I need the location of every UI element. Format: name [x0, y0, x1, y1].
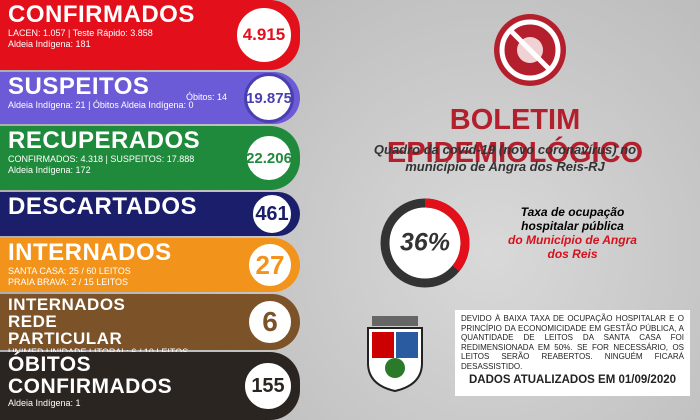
- crest: [367, 316, 423, 393]
- panel-line: Aldeia Indígena: 172: [8, 165, 91, 175]
- panel-title: ÓBITOS CONFIRMADOS: [8, 353, 173, 398]
- panel-total: 155: [242, 360, 294, 412]
- panel-title: RECUPERADOS: [8, 127, 201, 154]
- gauge-arc: [424, 198, 470, 272]
- panel-total: 19.875: [244, 73, 294, 123]
- panel-total: 6: [246, 298, 294, 346]
- panel: SUSPEITOS Óbitos: 14 Aldeia Indígena: 21 |…: [0, 72, 300, 124]
- notice-text: DEVIDO À BAIXA TAXA DE OCUPAÇÃO HOSPITAL…: [461, 314, 684, 371]
- panel-line: Aldeia Indígena: 21 | Óbitos Aldeia Indí…: [8, 100, 194, 110]
- gauge: 36%: [380, 198, 470, 288]
- panel-line: Aldeia Indígena: 181: [8, 39, 91, 49]
- place: do Município de Angra dos Reis: [508, 233, 637, 261]
- panel-title: SUSPEITOS: [8, 73, 150, 100]
- panel-side: Óbitos: 14: [186, 92, 228, 102]
- gauge-label: 36%: [400, 229, 450, 257]
- panel: CONFIRMADOS LACEN: 1.057 | Teste Rápido: …: [0, 0, 300, 70]
- panel-total: 22.206: [244, 133, 294, 183]
- panel-line: PRAIA BRAVA: 2 / 15 LEITOS: [8, 277, 129, 287]
- panel-total: 4.915: [234, 5, 294, 65]
- title: BOLETIM EPIDEMIOLÓGICO: [386, 104, 644, 169]
- panel: RECUPERADOS CONFIRMADOS: 4.318 | SUSPEITO…: [0, 126, 300, 190]
- panel-title: INTERNADOS: [8, 239, 172, 266]
- panel-total: 461: [250, 192, 294, 236]
- subtitle: Quadro da covid-19 (novo coronavírus) no…: [373, 142, 637, 174]
- panel-line: CONFIRMADOS: 4.318 | SUSPEITOS: 17.888: [8, 154, 195, 164]
- panel-title: CONFIRMADOS: [8, 1, 195, 28]
- panel-line: Aldeia Indígena: 1: [8, 398, 81, 408]
- panel-title: INTERNADOS REDE PARTICULAR: [8, 295, 126, 348]
- panel-title: DESCARTADOS: [8, 193, 198, 220]
- panel-total: 27: [246, 241, 294, 289]
- notice: DEVIDO À BAIXA TAXA DE OCUPAÇÃO HOSPITAL…: [455, 310, 690, 396]
- caption: Taxa de ocupação hospitalar pública: [520, 205, 625, 233]
- panel-line: SANTA CASA: 25 / 60 LEITOS: [8, 266, 131, 276]
- occupancy-caption: Taxa de ocupação hospitalar pública do M…: [505, 205, 640, 261]
- panel: ÓBITOS CONFIRMADOS Aldeia Indígena: 1 155: [0, 352, 300, 420]
- panel-line: LACEN: 1.057 | Teste Rápido: 3.858: [8, 28, 153, 38]
- panel: INTERNADOS REDE PARTICULARUNIMED UNIDADE…: [0, 294, 300, 357]
- virus-icon: [494, 14, 566, 86]
- panel: DESCARTADOS 461: [0, 192, 300, 236]
- panel: INTERNADOS SANTA CASA: 25 / 60 LEITOS PRAI…: [0, 238, 300, 292]
- updated: DADOS ATUALIZADOS EM 01/09/2020: [468, 374, 677, 386]
